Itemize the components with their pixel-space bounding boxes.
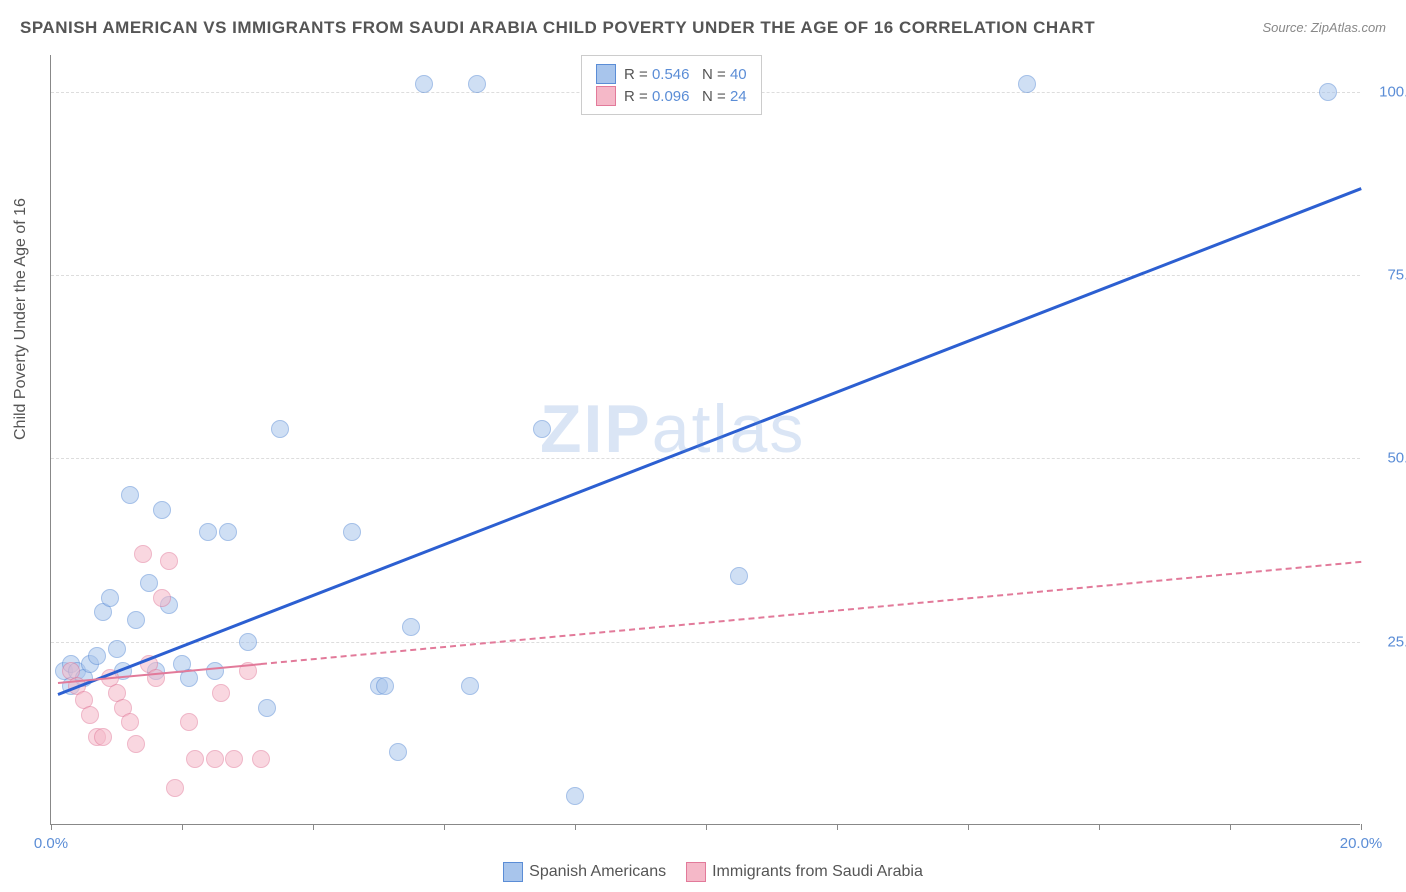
data-point	[343, 523, 361, 541]
data-point	[88, 647, 106, 665]
x-tick-label: 0.0%	[34, 835, 68, 852]
legend-swatch	[686, 862, 706, 882]
data-point	[166, 779, 184, 797]
legend-bottom: Spanish Americans Immigrants from Saudi A…	[0, 862, 1406, 882]
trend-line	[57, 187, 1362, 696]
data-point	[402, 618, 420, 636]
legend-stats-row: R = 0.546 N = 40	[596, 64, 747, 84]
legend-series-label: Immigrants from Saudi Arabia	[712, 863, 923, 880]
x-tick	[706, 824, 707, 830]
x-tick	[313, 824, 314, 830]
data-point	[219, 523, 237, 541]
data-point	[94, 728, 112, 746]
y-axis-label: Child Poverty Under the Age of 16	[12, 198, 30, 440]
data-point	[140, 574, 158, 592]
data-point	[206, 662, 224, 680]
x-tick	[182, 824, 183, 830]
x-tick	[51, 824, 52, 830]
gridline	[51, 275, 1360, 276]
chart-title: SPANISH AMERICAN VS IMMIGRANTS FROM SAUD…	[20, 18, 1095, 38]
legend-swatch	[596, 86, 616, 106]
x-tick	[1230, 824, 1231, 830]
legend-stats-text: R = 0.546 N = 40	[624, 66, 747, 83]
y-tick-label: 25.0%	[1370, 633, 1406, 650]
data-point	[101, 589, 119, 607]
data-point	[127, 611, 145, 629]
legend-stats-row: R = 0.096 N = 24	[596, 86, 747, 106]
data-point	[206, 750, 224, 768]
x-tick	[837, 824, 838, 830]
legend-swatch	[503, 862, 523, 882]
data-point	[153, 501, 171, 519]
data-point	[258, 699, 276, 717]
data-point	[252, 750, 270, 768]
data-point	[533, 420, 551, 438]
data-point	[461, 677, 479, 695]
y-tick-label: 100.0%	[1370, 83, 1406, 100]
data-point	[160, 552, 178, 570]
data-point	[199, 523, 217, 541]
x-tick	[575, 824, 576, 830]
legend-series-label: Spanish Americans	[529, 863, 666, 880]
data-point	[180, 713, 198, 731]
data-point	[376, 677, 394, 695]
legend-stats: R = 0.546 N = 40 R = 0.096 N = 24	[581, 55, 762, 115]
y-tick-label: 50.0%	[1370, 450, 1406, 467]
x-tick	[968, 824, 969, 830]
data-point	[127, 735, 145, 753]
x-tick	[444, 824, 445, 830]
x-tick-label: 20.0%	[1340, 835, 1383, 852]
data-point	[271, 420, 289, 438]
data-point	[153, 589, 171, 607]
data-point	[121, 713, 139, 731]
data-point	[389, 743, 407, 761]
chart-plot-area: 25.0%50.0%75.0%100.0%0.0%20.0%R = 0.546 …	[50, 55, 1360, 825]
data-point	[1018, 75, 1036, 93]
source-credit: Source: ZipAtlas.com	[1262, 20, 1386, 35]
legend-swatch	[596, 64, 616, 84]
x-tick	[1099, 824, 1100, 830]
data-point	[566, 787, 584, 805]
data-point	[468, 75, 486, 93]
data-point	[239, 633, 257, 651]
x-tick	[1361, 824, 1362, 830]
data-point	[225, 750, 243, 768]
data-point	[108, 640, 126, 658]
y-tick-label: 75.0%	[1370, 267, 1406, 284]
data-point	[81, 706, 99, 724]
data-point	[186, 750, 204, 768]
data-point	[1319, 83, 1337, 101]
gridline	[51, 458, 1360, 459]
data-point	[730, 567, 748, 585]
trend-line	[261, 561, 1362, 665]
data-point	[415, 75, 433, 93]
legend-stats-text: R = 0.096 N = 24	[624, 88, 747, 105]
data-point	[121, 486, 139, 504]
data-point	[212, 684, 230, 702]
data-point	[134, 545, 152, 563]
